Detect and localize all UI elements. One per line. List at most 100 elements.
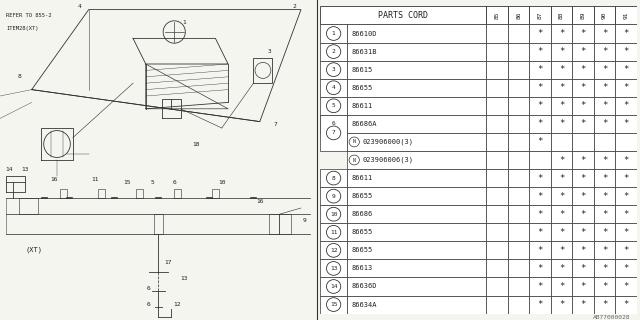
Text: 8: 8 <box>17 74 21 79</box>
Text: 6: 6 <box>147 301 151 307</box>
Bar <box>615 296 637 314</box>
Bar <box>508 169 529 187</box>
Text: *: * <box>623 29 628 38</box>
Bar <box>486 60 508 79</box>
Bar <box>551 223 572 241</box>
Bar <box>320 223 347 241</box>
Text: 6: 6 <box>147 285 151 291</box>
Bar <box>551 151 572 169</box>
Text: 5: 5 <box>332 103 335 108</box>
Bar <box>615 205 637 223</box>
Text: N: N <box>353 140 356 144</box>
Bar <box>347 277 486 296</box>
Bar <box>529 241 551 260</box>
Bar <box>320 296 347 314</box>
Text: 3: 3 <box>268 49 271 54</box>
Text: 87: 87 <box>538 12 543 19</box>
Bar <box>572 115 594 133</box>
Bar <box>508 115 529 133</box>
Text: *: * <box>538 119 543 128</box>
Text: *: * <box>559 228 564 237</box>
Bar <box>486 97 508 115</box>
Text: *: * <box>559 29 564 38</box>
Bar <box>320 205 347 223</box>
Text: *: * <box>538 300 543 309</box>
Bar <box>320 79 347 97</box>
Bar <box>508 205 529 223</box>
Bar <box>486 260 508 277</box>
Text: *: * <box>559 83 564 92</box>
Text: *: * <box>623 156 628 164</box>
Bar <box>486 223 508 241</box>
Text: *: * <box>602 29 607 38</box>
Bar <box>347 43 486 60</box>
Text: 6: 6 <box>172 180 176 185</box>
Text: *: * <box>538 173 543 183</box>
Bar <box>594 133 615 151</box>
Text: *: * <box>623 119 628 128</box>
Bar <box>529 43 551 60</box>
Text: *: * <box>580 119 586 128</box>
Bar <box>551 79 572 97</box>
Text: *: * <box>538 29 543 38</box>
Bar <box>347 60 486 79</box>
Bar <box>529 6 551 24</box>
Text: 10: 10 <box>218 180 225 185</box>
Text: 7: 7 <box>274 122 278 127</box>
Text: *: * <box>559 264 564 273</box>
Text: *: * <box>623 264 628 273</box>
Text: *: * <box>538 192 543 201</box>
Bar <box>572 241 594 260</box>
Bar <box>529 277 551 296</box>
Bar <box>347 223 486 241</box>
Text: *: * <box>602 246 607 255</box>
Bar <box>551 296 572 314</box>
Bar <box>615 43 637 60</box>
Bar <box>615 223 637 241</box>
Bar <box>347 151 486 169</box>
Bar <box>594 169 615 187</box>
Text: 86613: 86613 <box>351 265 372 271</box>
Bar <box>347 79 486 97</box>
Bar <box>486 24 508 43</box>
Text: 18: 18 <box>193 141 200 147</box>
Text: 17: 17 <box>164 260 172 265</box>
Text: *: * <box>602 101 607 110</box>
Text: 7: 7 <box>332 130 335 135</box>
Bar <box>508 43 529 60</box>
Bar <box>529 97 551 115</box>
Bar <box>320 24 347 43</box>
Bar <box>347 115 486 133</box>
Text: *: * <box>538 228 543 237</box>
Text: *: * <box>602 282 607 291</box>
Bar <box>551 187 572 205</box>
Bar <box>508 79 529 97</box>
Bar <box>572 133 594 151</box>
Bar <box>551 60 572 79</box>
Text: *: * <box>602 264 607 273</box>
Bar <box>320 97 347 115</box>
Text: 15: 15 <box>330 302 337 307</box>
Bar <box>615 97 637 115</box>
Bar <box>508 260 529 277</box>
Bar <box>320 277 347 296</box>
Text: 11: 11 <box>330 230 337 235</box>
Text: 2: 2 <box>292 4 296 9</box>
Bar <box>529 169 551 187</box>
Text: 11: 11 <box>92 177 99 182</box>
Bar <box>551 6 572 24</box>
Bar <box>529 296 551 314</box>
Text: *: * <box>538 246 543 255</box>
Text: *: * <box>559 210 564 219</box>
Bar <box>486 277 508 296</box>
Text: 16: 16 <box>256 199 264 204</box>
Text: *: * <box>559 65 564 74</box>
Bar <box>529 205 551 223</box>
Bar <box>572 296 594 314</box>
Bar <box>572 223 594 241</box>
Text: *: * <box>623 83 628 92</box>
Text: 85: 85 <box>495 12 500 19</box>
Text: 13: 13 <box>330 266 337 271</box>
Bar <box>347 97 486 115</box>
Text: 86686A: 86686A <box>351 121 376 127</box>
